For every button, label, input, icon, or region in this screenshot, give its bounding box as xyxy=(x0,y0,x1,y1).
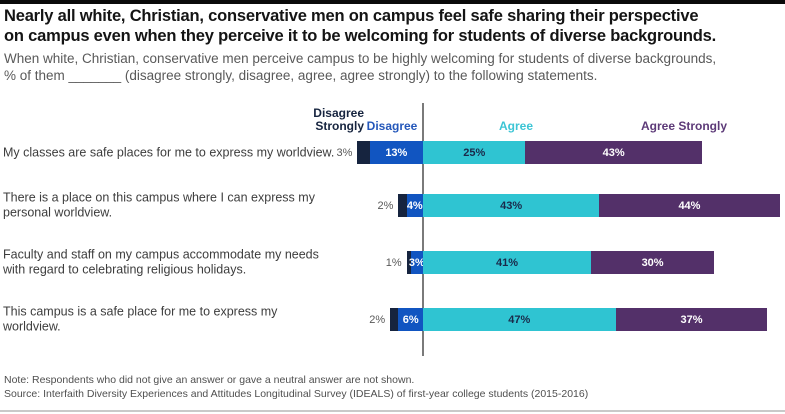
statement-label: My classes are safe places for me to exp… xyxy=(3,144,335,159)
bar-segment-disagree: 6% xyxy=(398,308,423,331)
chart-subtitle: When white, Christian, conservative men … xyxy=(4,51,717,83)
segment-value: 6% xyxy=(402,313,419,326)
segment-value: 3% xyxy=(408,256,425,269)
legend-agree-strongly: Agree Strongly xyxy=(640,119,728,133)
bar-segment-agree-strongly: 43% xyxy=(525,141,702,164)
bar-segment-disagree-strongly xyxy=(357,141,370,164)
bar-segment-agree-strongly: 44% xyxy=(599,194,780,217)
footer: Note: Respondents who did not give an an… xyxy=(4,374,588,401)
bar-segment-disagree: 4% xyxy=(406,194,423,217)
segment-value: 43% xyxy=(500,199,523,212)
segment-value: 13% xyxy=(385,146,408,159)
source-note: Source: Interfaith Diversity Experiences… xyxy=(4,387,589,400)
chart-row: This campus is a safe place for me to ex… xyxy=(0,304,785,334)
axis-line xyxy=(422,103,424,356)
segment-value: 4% xyxy=(406,199,423,212)
segment-value: 25% xyxy=(463,146,486,159)
bar-segment-agree-strongly: 30% xyxy=(591,251,715,274)
chart-row: There is a place on this campus where I … xyxy=(0,190,785,220)
statement-label: This campus is a safe place for me to ex… xyxy=(3,304,278,334)
bar-segment-disagree-strongly xyxy=(406,251,411,274)
bar-segment-agree: 43% xyxy=(422,194,600,217)
stacked-bar: 3% 41% 30% xyxy=(406,251,715,274)
bar-segment-agree: 41% xyxy=(422,251,592,274)
segment-value: 37% xyxy=(680,313,703,326)
bar-segment-disagree: 13% xyxy=(369,141,423,164)
bar-segment-disagree-strongly xyxy=(390,308,399,331)
disagree-strongly-value: 2% xyxy=(369,313,386,326)
segment-value: 43% xyxy=(602,146,625,159)
segment-value: 44% xyxy=(678,199,701,212)
legend-agree: Agree xyxy=(498,119,534,133)
bar-segment-disagree: 3% xyxy=(408,251,425,274)
legend-disagree-strongly: Disagree Strongly xyxy=(313,106,364,133)
chart-title: Nearly all white, Christian, conservativ… xyxy=(4,7,717,45)
chart-area: Disagree Strongly Disagree Agree Agree S… xyxy=(0,100,785,370)
statement-label: There is a place on this campus where I … xyxy=(3,190,315,220)
chart-row: My classes are safe places for me to exp… xyxy=(0,141,785,164)
stacked-bar: 13% 25% 43% xyxy=(357,141,702,164)
bar-segment-agree: 25% xyxy=(422,141,526,164)
stacked-bar: 6% 47% 37% xyxy=(390,308,768,331)
disagree-strongly-value: 3% xyxy=(336,146,353,159)
segment-value: 30% xyxy=(641,256,664,269)
stacked-bar: 4% 43% 44% xyxy=(398,194,780,217)
bar-segment-agree: 47% xyxy=(422,308,616,331)
legend-disagree: Disagree xyxy=(366,119,418,133)
statement-label: Faculty and staff on my campus accommoda… xyxy=(3,247,319,277)
bar-segment-agree-strongly: 37% xyxy=(615,308,768,331)
segment-value: 47% xyxy=(508,313,531,326)
bottom-rule xyxy=(0,410,785,412)
disagree-strongly-value: 1% xyxy=(385,256,402,269)
bar-segment-disagree-strongly xyxy=(398,194,407,217)
top-rule xyxy=(0,0,785,4)
footnote: Note: Respondents who did not give an an… xyxy=(4,374,415,386)
disagree-strongly-value: 2% xyxy=(377,199,394,212)
segment-value: 41% xyxy=(496,256,519,269)
chart-row: Faculty and staff on my campus accommoda… xyxy=(0,247,785,277)
